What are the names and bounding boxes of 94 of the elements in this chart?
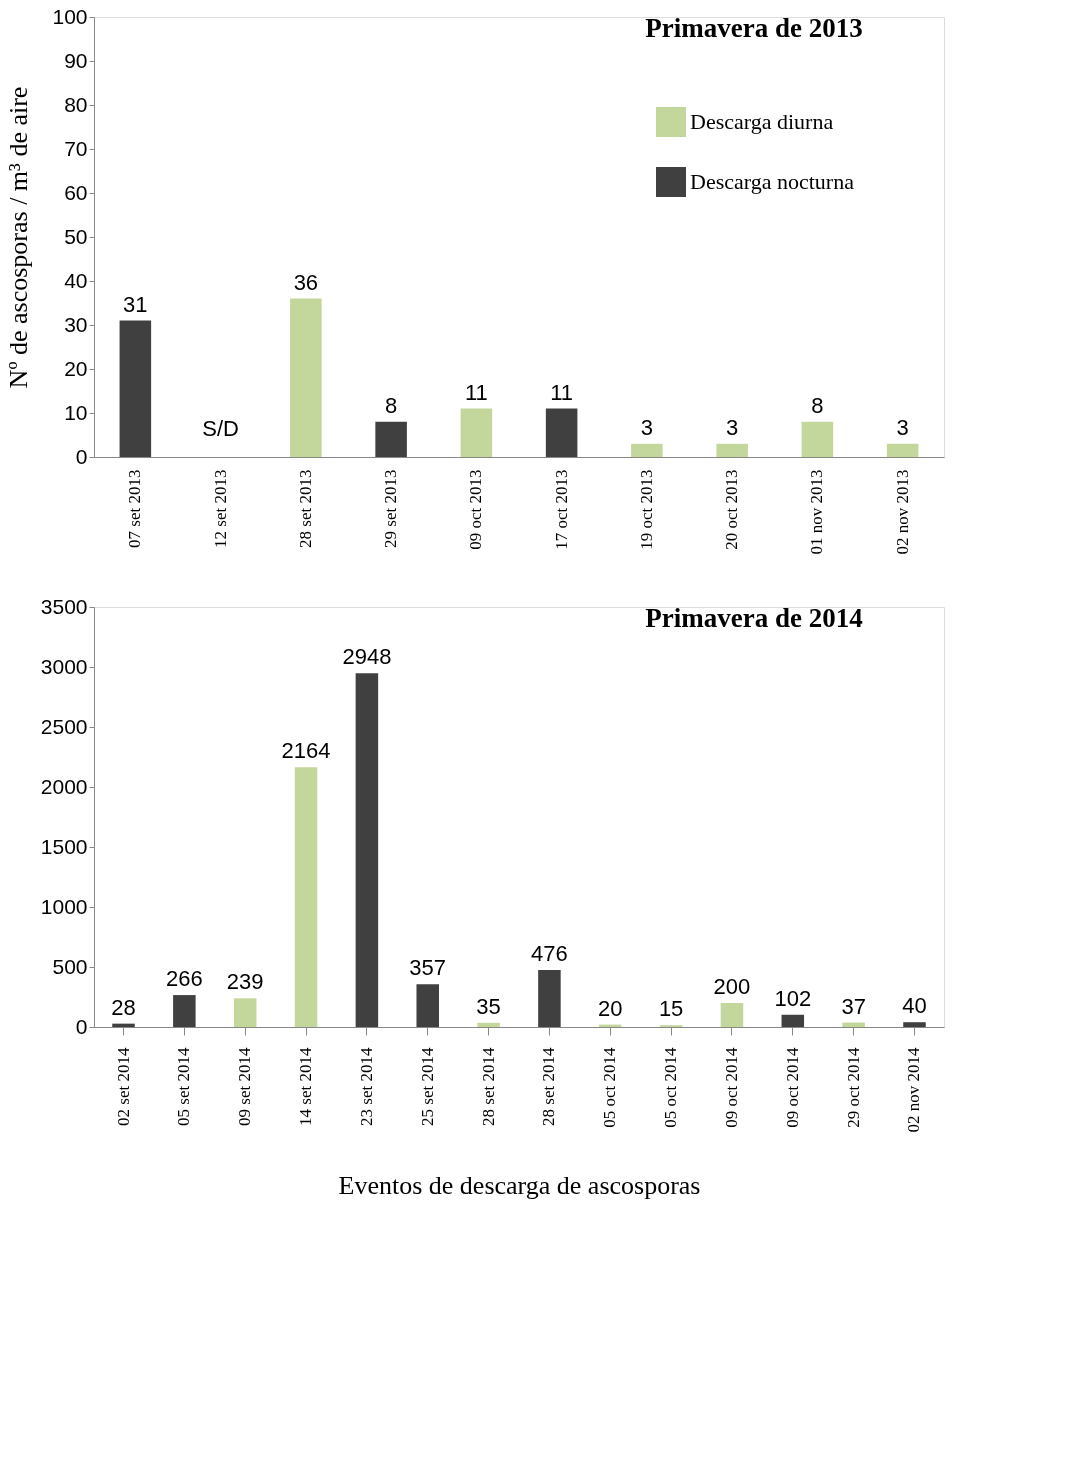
x-axis-title: Eventos de descarga de ascosporas: [338, 1170, 701, 1200]
bar: [842, 1022, 865, 1027]
data-label: 3: [640, 414, 654, 440]
x-tick-label: 05 oct 2014: [661, 1047, 681, 1128]
x-tick-label: 12 set 2013: [210, 469, 230, 548]
x-tick-label: 25 set 2014: [417, 1047, 437, 1126]
x-tick-label: 17 oct 2013: [551, 469, 571, 550]
data-label: 3: [726, 414, 739, 440]
y-tick-label: 30: [64, 312, 88, 336]
bar: [294, 767, 318, 1027]
x-tick-label: 02 nov 2014: [904, 1047, 924, 1133]
bar: [416, 984, 439, 1027]
x-tick-label: 09 oct 2014: [721, 1047, 741, 1128]
data-label: 15: [658, 996, 684, 1022]
data-label: 2948: [342, 644, 392, 670]
bar: [903, 1022, 926, 1027]
data-label: 102: [774, 985, 812, 1011]
data-label: 357: [409, 955, 447, 981]
y-tick-label: 80: [64, 92, 88, 116]
y-tick-label: 1500: [40, 834, 88, 858]
x-tick-label: 09 set 2014: [235, 1047, 255, 1126]
x-tick-label: 28 set 2014: [478, 1047, 498, 1126]
data-label: 11: [464, 379, 488, 405]
y-tick-label: 0: [75, 444, 88, 468]
x-tick-label: 05 oct 2014: [600, 1047, 620, 1128]
y-tick-label: 10: [64, 400, 88, 424]
data-label: 35: [476, 993, 501, 1019]
y-tick-label: 1000: [40, 894, 88, 918]
data-label: 239: [226, 969, 264, 995]
data-label: 2164: [281, 738, 331, 764]
bar: [233, 998, 257, 1027]
x-tick-label: 29 set 2013: [381, 469, 401, 548]
legend-label: Descarga nocturna: [690, 169, 855, 194]
bar: [886, 443, 919, 457]
bar: [716, 443, 748, 457]
y-tick-label: 500: [52, 954, 88, 978]
y-tick-label: 40: [64, 268, 88, 292]
bar: [538, 969, 561, 1027]
data-label: 266: [165, 966, 203, 992]
x-tick-label: 02 set 2014: [113, 1047, 133, 1126]
y-tick-label: 60: [64, 180, 88, 204]
data-label: 11: [550, 379, 574, 405]
bar: [801, 421, 834, 457]
x-tick-label: 02 nov 2013: [892, 469, 912, 555]
data-label: 28: [111, 994, 136, 1020]
x-tick-label: 14 set 2014: [296, 1047, 316, 1126]
data-label: 36: [293, 269, 319, 295]
bar: [355, 673, 379, 1027]
x-tick-label: 28 set 2014: [539, 1047, 559, 1126]
bar: [112, 1023, 135, 1027]
data-label: 31: [123, 291, 148, 317]
y-tick-label: 100: [52, 4, 88, 28]
y-tick-label: 90: [64, 48, 88, 72]
y-tick-label: 20: [64, 356, 88, 380]
x-tick-label: 09 oct 2013: [466, 469, 486, 550]
y-axis-title: Nº de ascosporas / m³ de aire: [4, 86, 34, 389]
y-tick-label: 0: [75, 1014, 88, 1038]
bar: [119, 320, 152, 457]
data-label: 476: [531, 940, 568, 966]
y-tick-label: 50: [64, 224, 88, 248]
data-label: 200: [713, 974, 751, 999]
y-tick-label: 2500: [40, 714, 88, 738]
data-label: 8: [811, 392, 824, 418]
bar: [781, 1014, 805, 1027]
data-label: 40: [902, 993, 927, 1019]
x-tick-label: 23 set 2014: [356, 1047, 376, 1126]
bar: [460, 408, 493, 457]
bar: [173, 995, 196, 1027]
y-tick-label: 2000: [40, 774, 88, 798]
x-tick-label: 07 set 2013: [125, 469, 145, 548]
data-label: 3: [896, 414, 909, 440]
x-tick-label: 20 oct 2013: [722, 469, 742, 550]
legend-label: Descarga diurna: [690, 109, 834, 134]
data-label: 20: [598, 995, 623, 1021]
data-label: 37: [841, 993, 866, 1019]
annotation: S/D: [202, 416, 239, 441]
chart-title: Primavera de 2013: [645, 13, 863, 43]
x-tick-label: 09 oct 2014: [782, 1047, 802, 1128]
bar: [375, 421, 407, 457]
bar: [290, 298, 322, 457]
bar: [631, 443, 663, 457]
chart-title: Primavera de 2014: [645, 603, 863, 633]
x-tick-label: 28 set 2013: [295, 469, 315, 548]
x-tick-label: 19 oct 2013: [636, 469, 656, 550]
bar: [477, 1022, 500, 1027]
data-label: 8: [384, 392, 398, 418]
bar: [545, 408, 578, 457]
x-tick-label: 29 oct 2014: [843, 1047, 863, 1128]
y-tick-label: 3500: [40, 594, 88, 618]
bar: [720, 1003, 744, 1027]
y-tick-label: 70: [64, 136, 88, 160]
x-tick-label: 01 nov 2013: [807, 469, 827, 555]
x-tick-label: 05 set 2014: [174, 1047, 194, 1126]
y-tick-label: 3000: [40, 654, 88, 678]
